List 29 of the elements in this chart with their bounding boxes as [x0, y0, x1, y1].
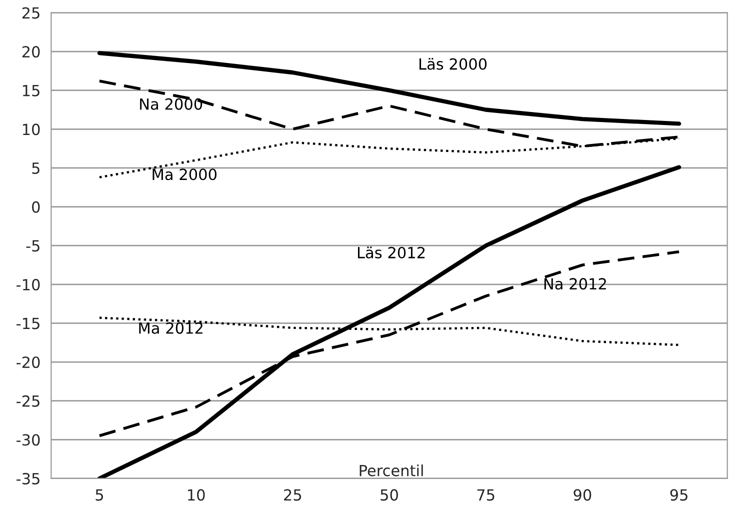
x-tick-label: 75 — [477, 489, 494, 501]
y-tick-label: -5 — [26, 240, 40, 252]
line-series — [97, 165, 682, 478]
x-tick-label: 95 — [670, 489, 688, 501]
y-tick-label: 10 — [22, 124, 40, 136]
x-tick-label: 10 — [188, 489, 205, 501]
y-tick-label: -30 — [16, 434, 40, 446]
y-tick-label: 25 — [22, 7, 40, 19]
y-tick-label: -15 — [16, 318, 40, 330]
y-tick-label: 0 — [32, 201, 40, 213]
x-axis-title: Percentil — [360, 464, 423, 476]
y-tick-label: -20 — [16, 356, 40, 368]
y-tick-label: -25 — [16, 395, 40, 407]
y-tick-label: -35 — [16, 472, 40, 484]
series-label: Na 2000 — [140, 98, 202, 110]
line-series — [97, 51, 682, 126]
series-label: Läs 2012 — [358, 246, 425, 258]
y-tick-label: 5 — [32, 162, 40, 174]
series-label: Na 2012 — [544, 278, 606, 290]
x-tick-label: 90 — [574, 489, 592, 501]
x-tick-label: 5 — [96, 489, 103, 501]
series-label: Ma 2000 — [152, 168, 216, 180]
y-tick-label: -10 — [16, 278, 40, 290]
x-tick-label: 25 — [284, 489, 302, 501]
y-tick-label: 20 — [22, 46, 40, 58]
x-tick-label: 50 — [380, 489, 398, 501]
y-tick-label: 15 — [22, 85, 40, 96]
series-label: Läs 2000 — [420, 58, 487, 70]
series-label: Ma 2012 — [139, 322, 202, 334]
